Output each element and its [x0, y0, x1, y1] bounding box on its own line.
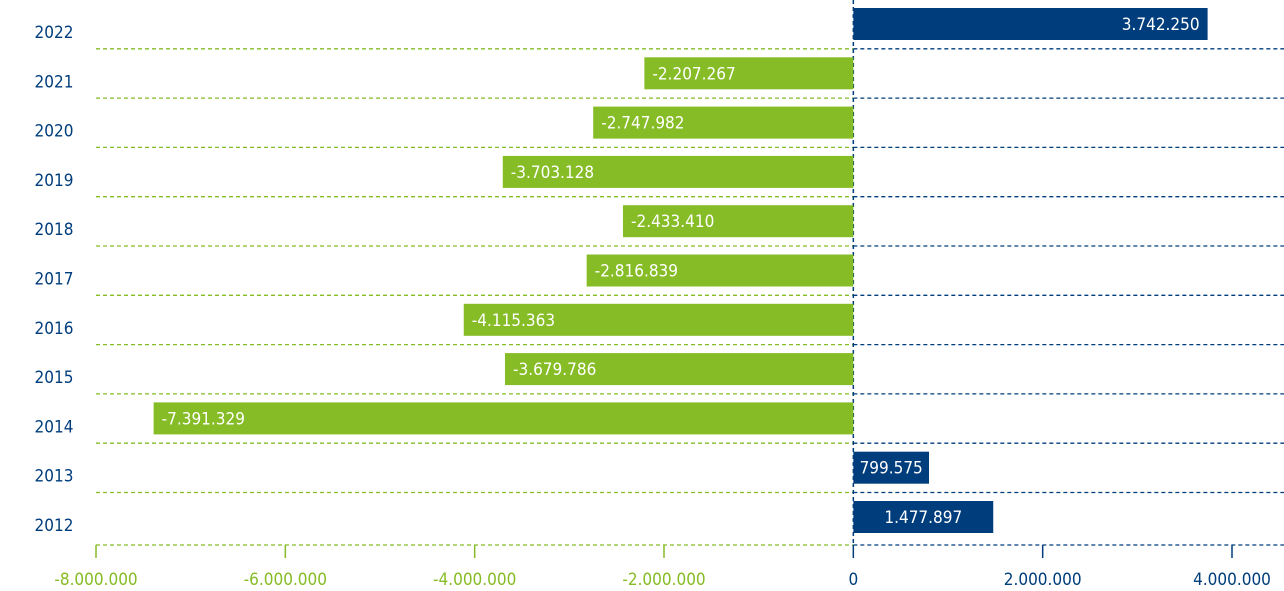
x-tick-label: -6.000.000	[244, 570, 327, 590]
bar-2014	[153, 402, 854, 435]
category-label: 2022	[35, 23, 74, 43]
x-tick-label: 2.000.000	[1004, 570, 1082, 590]
x-tick-label: -2.000.000	[622, 570, 705, 590]
x-tick-label: -8.000.000	[54, 570, 137, 590]
bar-2020	[593, 106, 854, 139]
bar-2017	[586, 254, 854, 287]
bar-2013	[853, 451, 930, 484]
category-label: 2018	[35, 220, 74, 240]
bar-value-label: 799.575	[860, 459, 923, 479]
category-label: 2016	[35, 319, 74, 339]
x-tick-label: -4.000.000	[433, 570, 516, 590]
bar-2021	[644, 57, 854, 90]
category-label: 2017	[35, 270, 74, 290]
bar-2018	[622, 205, 854, 238]
bar-2019	[502, 155, 854, 188]
bar-value-label: -2.433.410	[631, 212, 714, 232]
bar-value-label: -4.115.363	[472, 311, 555, 331]
x-tick-label: 4.000.000	[1193, 570, 1271, 590]
category-label: 2013	[35, 467, 74, 487]
bar-value-label: 3.742.250	[1122, 15, 1200, 35]
category-label: 2012	[35, 516, 74, 536]
bar-value-label: -2.747.982	[601, 114, 684, 134]
bar-value-label: -3.679.786	[513, 360, 596, 380]
bar-value-label: -3.703.128	[511, 163, 594, 183]
category-label: 2019	[35, 171, 74, 191]
bar-2022	[853, 8, 1208, 40]
bar-2012	[853, 501, 994, 533]
bar-2016	[463, 303, 854, 336]
bar-value-label: -7.391.329	[162, 409, 245, 429]
x-tick-label: 0	[848, 570, 858, 590]
category-label: 2021	[35, 72, 74, 92]
bar-value-label: -2.207.267	[652, 64, 735, 84]
bar-value-label: 1.477.897	[884, 508, 962, 528]
bar-value-label: -2.816.839	[595, 262, 678, 282]
category-label: 2014	[35, 417, 74, 437]
category-label: 2015	[35, 368, 74, 388]
bar-2015	[504, 353, 854, 386]
category-label: 2020	[35, 122, 74, 142]
